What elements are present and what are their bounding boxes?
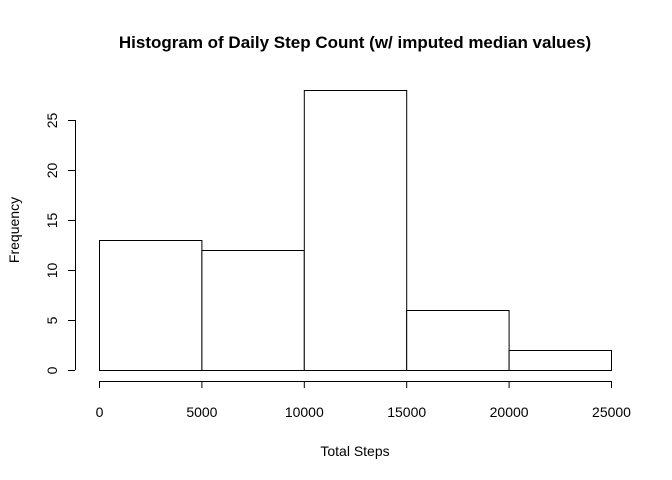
histogram-bar-0 — [99, 240, 203, 371]
x-tick-label-5: 25000 — [592, 404, 631, 420]
y-tick-label-1: 5 — [44, 316, 60, 324]
y-tick-label-5: 25 — [44, 113, 60, 129]
histogram-bar-3 — [406, 310, 510, 371]
x-axis-label: Total Steps — [320, 443, 389, 459]
x-tick-label-0: 0 — [96, 404, 104, 420]
y-axis-label: Frequency — [6, 197, 22, 263]
histogram-bar-1 — [201, 250, 305, 371]
x-tick-label-3: 15000 — [387, 404, 426, 420]
histogram-bar-2 — [303, 90, 408, 371]
histogram-bar-4 — [508, 350, 613, 371]
y-tick-label-0: 0 — [44, 366, 60, 374]
y-axis: 0 5 10 15 20 25 — [44, 113, 76, 374]
y-tick-label-3: 15 — [44, 213, 60, 229]
x-tick-label-4: 20000 — [490, 404, 529, 420]
chart-title: Histogram of Daily Step Count (w/ impute… — [119, 33, 591, 52]
x-axis: 0 5000 10000 15000 20000 25000 — [96, 381, 631, 420]
y-tick-label-2: 10 — [44, 263, 60, 279]
x-tick-label-1: 5000 — [186, 404, 217, 420]
histogram-bars — [99, 90, 613, 371]
x-tick-label-2: 10000 — [285, 404, 324, 420]
y-tick-label-4: 20 — [44, 163, 60, 179]
